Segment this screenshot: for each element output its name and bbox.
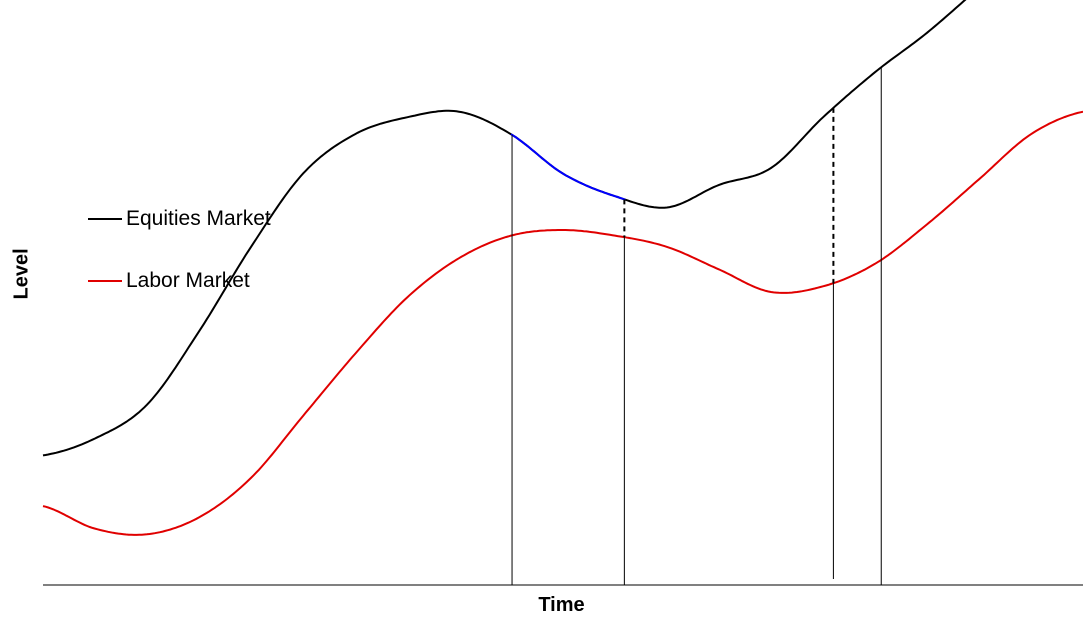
- x-axis-title: Time: [538, 594, 585, 616]
- legend-label-equities: Equities Market: [126, 207, 271, 230]
- legend-item-labor: Labor Market: [88, 264, 271, 298]
- y-axis-title: Level: [10, 248, 33, 300]
- legend-swatch-equities: [88, 218, 122, 220]
- legend-swatch-labor: [88, 280, 122, 282]
- series-highlight-equities-market: [510, 133, 626, 201]
- legend-label-labor: Labor Market: [126, 269, 250, 292]
- legend-item-equities: Equities Market: [88, 202, 271, 236]
- plot-area: [42, 0, 1083, 586]
- series-line-labor-market: [42, 110, 1083, 536]
- legend: Equities Market Labor Market: [88, 202, 271, 326]
